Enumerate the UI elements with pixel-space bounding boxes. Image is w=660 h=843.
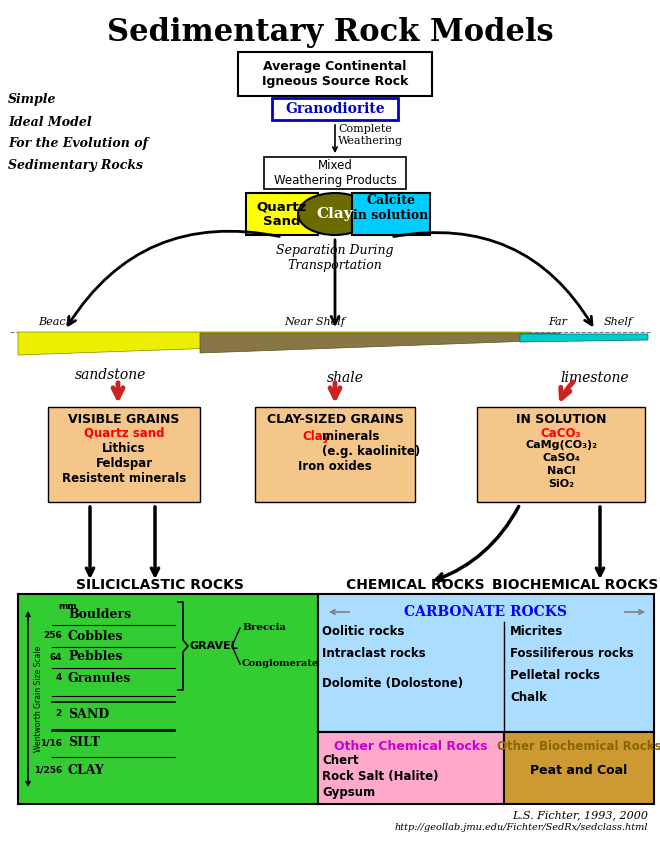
Ellipse shape (298, 193, 372, 235)
Bar (18, 594, 318, 804)
Text: Wentworth Grain Size Scale: Wentworth Grain Size Scale (34, 646, 43, 752)
Bar (318, 594, 654, 732)
Bar (238, 52, 432, 96)
Text: 1/16: 1/16 (40, 738, 62, 748)
Text: Rock Salt (Halite): Rock Salt (Halite) (322, 770, 438, 783)
Text: For the Evolution of: For the Evolution of (8, 137, 148, 151)
Text: Resistent minerals: Resistent minerals (62, 472, 186, 485)
Text: CaSO₄: CaSO₄ (542, 453, 580, 463)
Bar (48, 407, 200, 502)
Text: Clay: Clay (302, 430, 330, 443)
Bar (352, 193, 430, 235)
Text: Quartz
Sand: Quartz Sand (257, 200, 307, 228)
Bar (246, 193, 318, 235)
Text: Oolitic rocks: Oolitic rocks (322, 625, 405, 638)
Text: Granodiorite: Granodiorite (285, 102, 385, 116)
Text: Dolomite (Dolostone): Dolomite (Dolostone) (322, 677, 463, 690)
Text: Near Shelf: Near Shelf (284, 317, 345, 327)
Text: Sedimentary Rock Models: Sedimentary Rock Models (107, 17, 553, 47)
Text: Micrites: Micrites (510, 625, 563, 638)
Text: mm: mm (59, 602, 77, 611)
Bar (318, 732, 504, 804)
Text: Shelf: Shelf (604, 317, 633, 327)
Text: Granules: Granules (68, 672, 131, 685)
Text: limestone: limestone (560, 371, 628, 385)
Text: Quartz sand: Quartz sand (84, 427, 164, 440)
Text: Peat and Coal: Peat and Coal (531, 764, 628, 777)
Text: Separation During
Transportation: Separation During Transportation (277, 244, 394, 272)
Text: Complete
Weathering: Complete Weathering (338, 124, 403, 146)
Polygon shape (18, 332, 530, 355)
Text: 256: 256 (44, 631, 62, 641)
Text: Average Continental
Igneous Source Rock: Average Continental Igneous Source Rock (262, 60, 408, 88)
Text: Other Biochemical Rocks: Other Biochemical Rocks (497, 740, 660, 753)
Text: SILICICLASTIC ROCKS: SILICICLASTIC ROCKS (76, 578, 244, 592)
Text: 4: 4 (55, 674, 62, 683)
Bar (477, 407, 645, 502)
Text: CLAY: CLAY (68, 764, 105, 776)
Text: Other Chemical Rocks: Other Chemical Rocks (334, 740, 488, 753)
Text: GRAVEL: GRAVEL (190, 641, 239, 651)
Text: 2: 2 (55, 710, 62, 718)
Text: CARBONATE ROCKS: CARBONATE ROCKS (405, 605, 568, 619)
Bar (272, 98, 398, 120)
Text: Calcite
in solution: Calcite in solution (353, 194, 428, 222)
Text: Beach: Beach (38, 317, 73, 327)
Text: Cobbles: Cobbles (68, 630, 123, 642)
Polygon shape (200, 333, 560, 353)
Text: Pelletal rocks: Pelletal rocks (510, 669, 600, 682)
Text: Breccia: Breccia (242, 624, 286, 632)
Text: BIOCHEMICAL ROCKS: BIOCHEMICAL ROCKS (492, 578, 658, 592)
Text: 64: 64 (50, 652, 62, 662)
Text: NaCl: NaCl (546, 466, 576, 476)
Text: CHEMICAL ROCKS: CHEMICAL ROCKS (346, 578, 484, 592)
Text: minerals
(e.g. kaolinite): minerals (e.g. kaolinite) (322, 430, 420, 458)
Text: Simple: Simple (8, 94, 57, 106)
Polygon shape (520, 334, 648, 342)
Text: 1/256: 1/256 (34, 765, 62, 775)
Text: Boulders: Boulders (68, 608, 131, 620)
Text: SiO₂: SiO₂ (548, 479, 574, 489)
Text: Ideal Model: Ideal Model (8, 115, 92, 128)
Text: Clay: Clay (317, 207, 353, 221)
Text: CaMg(CO₃)₂: CaMg(CO₃)₂ (525, 440, 597, 450)
Text: SILT: SILT (68, 737, 100, 749)
Text: SAND: SAND (68, 707, 109, 721)
Text: L.S. Fichter, 1993, 2000: L.S. Fichter, 1993, 2000 (512, 810, 648, 820)
Text: Chert: Chert (322, 754, 358, 767)
Text: CLAY-SIZED GRAINS: CLAY-SIZED GRAINS (267, 413, 403, 426)
Text: http://geollab.jmu.edu/Fichter/SedRx/sedclass.html: http://geollab.jmu.edu/Fichter/SedRx/sed… (395, 823, 648, 832)
Text: Feldspar: Feldspar (96, 457, 152, 470)
Text: Conglomerate: Conglomerate (242, 659, 319, 668)
Text: Gypsum: Gypsum (322, 786, 375, 799)
Text: Lithics: Lithics (102, 442, 146, 455)
Text: CaCO₃: CaCO₃ (541, 427, 581, 440)
Text: Chalk: Chalk (510, 691, 547, 704)
Bar (255, 407, 415, 502)
Text: Pebbles: Pebbles (68, 651, 122, 663)
Bar (504, 732, 654, 804)
Bar (264, 157, 406, 189)
Text: sandstone: sandstone (75, 368, 147, 382)
Text: VISIBLE GRAINS: VISIBLE GRAINS (69, 413, 180, 426)
Text: shale: shale (327, 371, 364, 385)
Text: Intraclast rocks: Intraclast rocks (322, 647, 426, 660)
Text: Sedimentary Rocks: Sedimentary Rocks (8, 159, 143, 173)
Text: Fossiliferous rocks: Fossiliferous rocks (510, 647, 634, 660)
Text: IN SOLUTION: IN SOLUTION (515, 413, 607, 426)
Text: Mixed
Weathering Products: Mixed Weathering Products (273, 159, 397, 187)
Text: Iron oxides: Iron oxides (298, 460, 372, 473)
Text: Far: Far (548, 317, 567, 327)
